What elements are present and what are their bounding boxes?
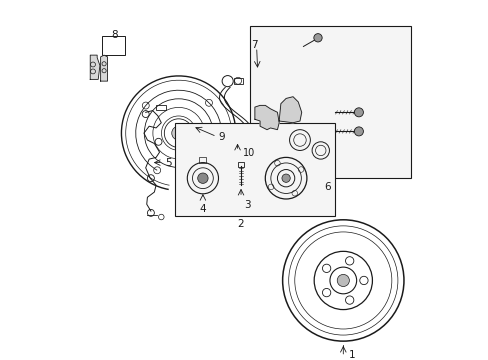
Text: 7: 7 — [251, 40, 258, 50]
Text: 1: 1 — [348, 350, 354, 360]
Polygon shape — [90, 55, 100, 80]
Bar — [102, 36, 124, 55]
Polygon shape — [279, 97, 301, 123]
Circle shape — [171, 126, 185, 140]
Text: 8: 8 — [111, 30, 118, 40]
Text: 9: 9 — [218, 132, 224, 141]
Text: 6: 6 — [324, 183, 330, 192]
Polygon shape — [254, 105, 279, 130]
Text: 2: 2 — [237, 219, 244, 229]
Bar — [249, 26, 410, 178]
Bar — [237, 162, 244, 167]
Bar — [175, 123, 334, 216]
Circle shape — [313, 33, 322, 42]
Circle shape — [197, 173, 208, 183]
Text: 10: 10 — [242, 148, 255, 158]
Text: 4: 4 — [199, 204, 206, 214]
Bar — [233, 78, 242, 84]
Circle shape — [337, 274, 348, 287]
Text: 3: 3 — [244, 200, 251, 210]
Circle shape — [282, 174, 290, 183]
Polygon shape — [231, 147, 240, 154]
Text: 5: 5 — [164, 158, 171, 168]
Bar — [199, 157, 206, 163]
Bar — [228, 148, 242, 156]
Bar — [156, 105, 165, 109]
Circle shape — [354, 127, 363, 136]
Circle shape — [354, 108, 363, 117]
Polygon shape — [101, 55, 107, 81]
